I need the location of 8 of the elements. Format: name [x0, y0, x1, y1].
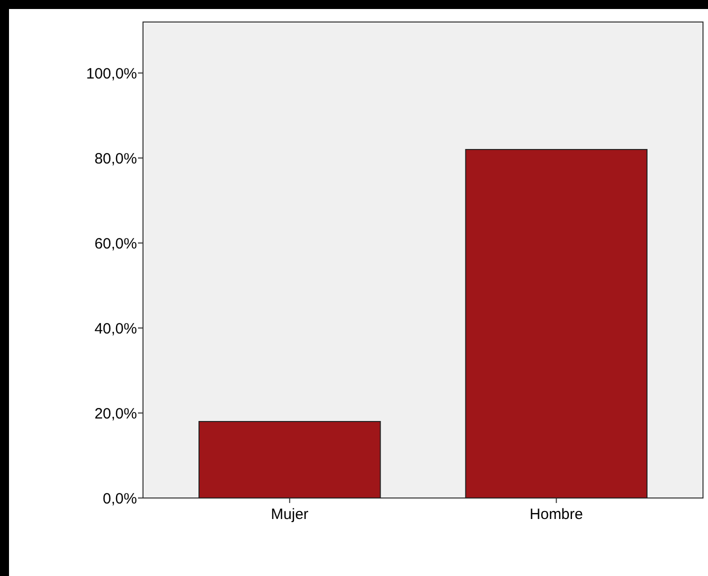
y-tick-label: 40,0%	[94, 320, 137, 338]
y-tick-label: 80,0%	[94, 150, 137, 168]
y-tick-label: 0,0%	[102, 490, 137, 508]
x-tick-label: Mujer	[270, 506, 308, 523]
x-tick-label: Hombre	[530, 506, 584, 523]
y-tick-label: 60,0%	[94, 235, 137, 252]
y-tick-label: 20,0%	[94, 405, 137, 422]
y-tick-label: 100,0%	[86, 65, 137, 82]
